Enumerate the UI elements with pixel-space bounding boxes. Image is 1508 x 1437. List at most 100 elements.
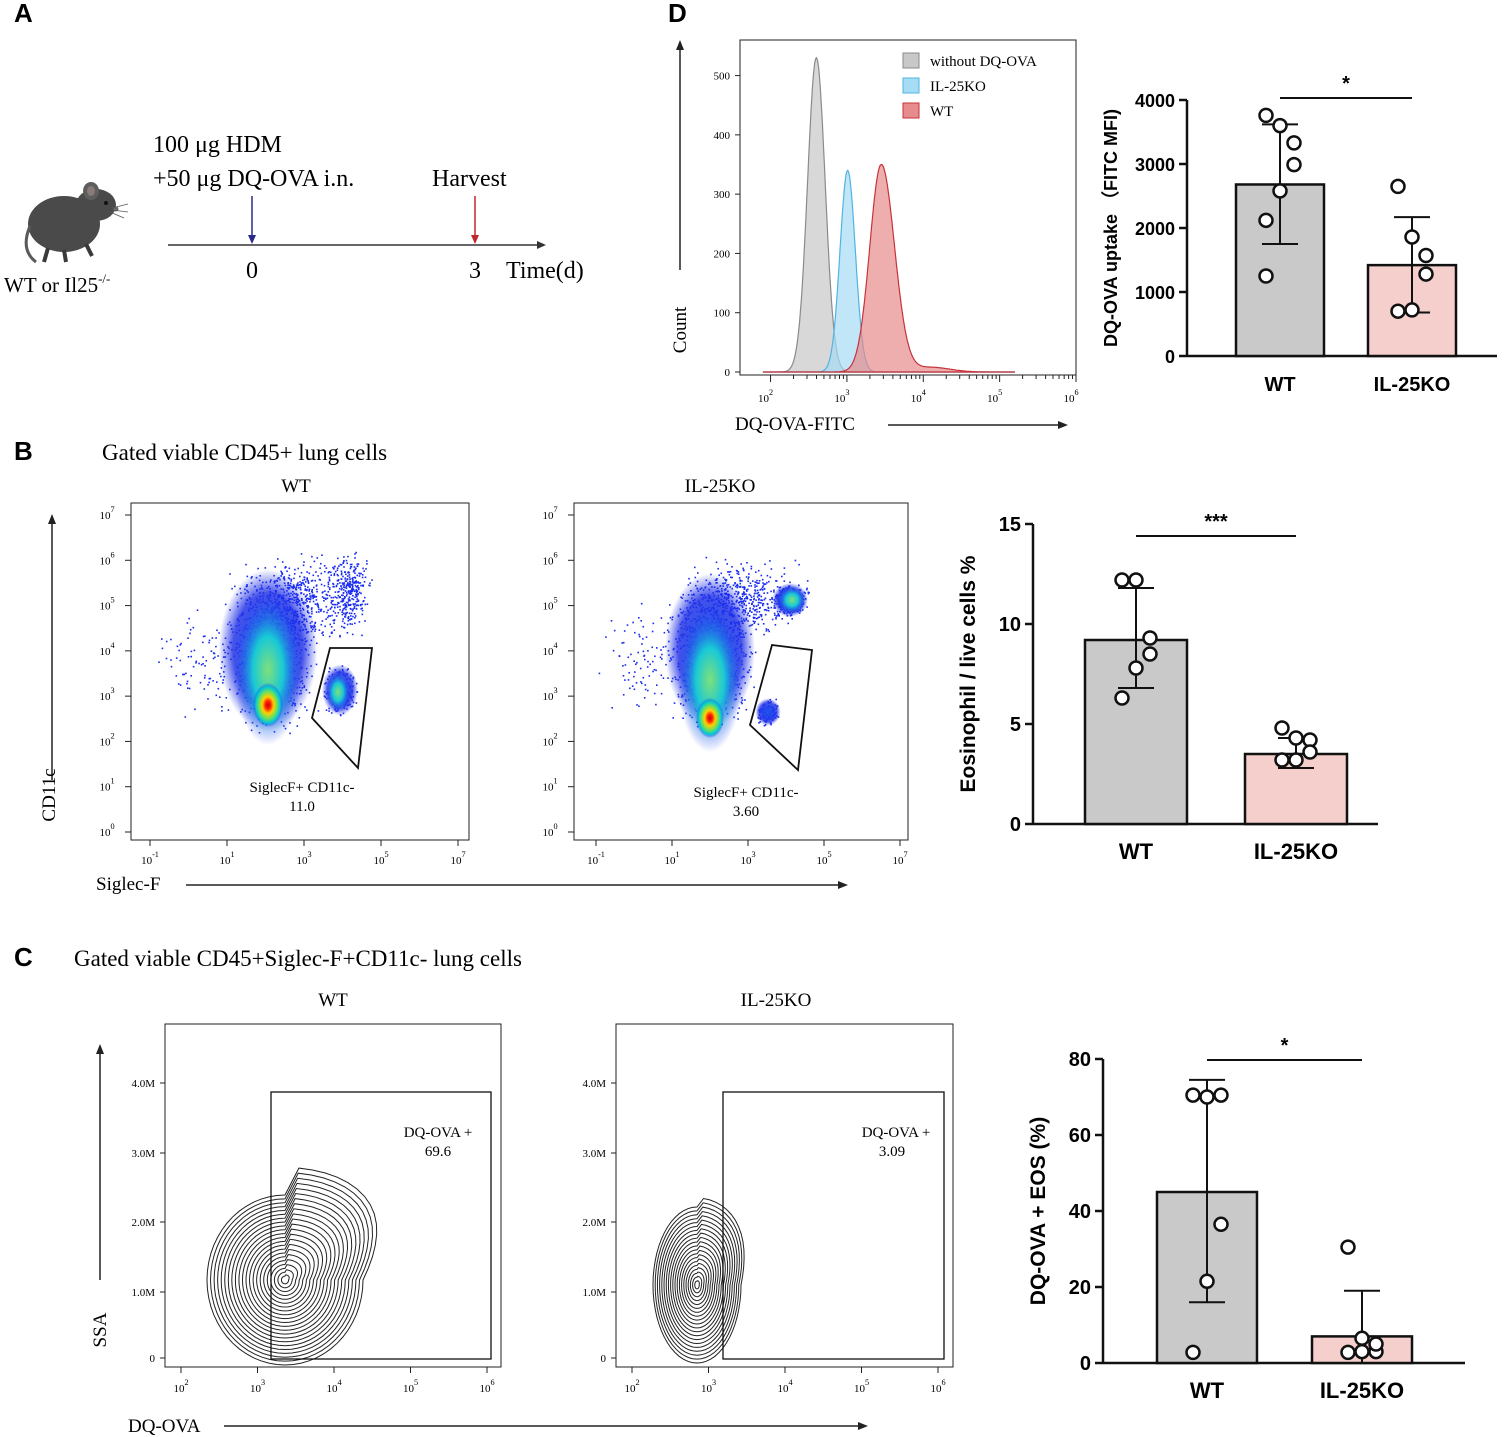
flow-event xyxy=(707,583,710,585)
flow-event xyxy=(317,710,320,712)
log-tick-label: 107 xyxy=(99,505,114,522)
flow-event xyxy=(807,592,810,595)
flow-event xyxy=(208,641,210,644)
flow-event xyxy=(754,581,757,583)
flow-event xyxy=(633,675,635,678)
flow-event xyxy=(742,567,744,570)
flow-event xyxy=(294,588,297,590)
b-x-label: Siglec-F xyxy=(96,874,160,895)
flow-event xyxy=(355,593,357,595)
flow-event xyxy=(645,636,648,638)
log-tick-label: 10-1 xyxy=(587,850,605,867)
flow-event xyxy=(737,585,739,587)
mouse-label: WT or Il25-/- xyxy=(4,271,110,297)
flow-event xyxy=(330,574,332,576)
contour-line xyxy=(220,1187,361,1351)
flow-event xyxy=(700,608,703,611)
flow-event xyxy=(750,565,753,568)
flow-event xyxy=(758,616,760,618)
flow-event xyxy=(358,588,360,591)
log-tick-label: 101 xyxy=(664,850,679,867)
flow-event xyxy=(757,569,760,572)
log-tick-label: 104 xyxy=(326,1378,341,1395)
flow-c-wt-frame xyxy=(164,1023,502,1368)
panel-c-title: Gated viable CD45+Siglec-F+CD11c- lung c… xyxy=(74,946,522,971)
flow-event xyxy=(358,572,360,575)
data-point xyxy=(1274,752,1290,768)
flow-event xyxy=(711,586,713,588)
flow-event xyxy=(311,610,313,613)
flow-event xyxy=(195,662,197,664)
flow-b-ko-title: IL-25KO xyxy=(685,476,756,497)
flow-event xyxy=(320,572,323,575)
flow-event xyxy=(757,591,760,594)
flow-b-wt-title: WT xyxy=(281,476,311,497)
flow-event xyxy=(224,637,227,639)
contour-line xyxy=(676,1245,719,1321)
flow-event xyxy=(328,710,330,712)
flow-event xyxy=(648,675,651,677)
flow-event xyxy=(753,597,756,600)
flow-event xyxy=(740,632,743,634)
flow-event xyxy=(655,669,657,672)
flow-event xyxy=(314,622,316,624)
flow-event xyxy=(317,603,319,606)
flow-event xyxy=(279,578,281,581)
flow-event xyxy=(305,595,307,597)
flow-event xyxy=(346,583,349,585)
flow-event xyxy=(642,638,644,640)
flow-event xyxy=(322,634,324,636)
flow-event xyxy=(761,599,764,602)
flow-event xyxy=(315,571,317,573)
flow-event xyxy=(316,602,319,605)
flow-event xyxy=(280,575,282,577)
flow-event xyxy=(348,596,351,598)
flow-event xyxy=(346,575,349,577)
harvest-label: Harvest xyxy=(432,166,507,192)
flow-event xyxy=(744,611,747,614)
flow-event xyxy=(348,574,351,576)
data-point xyxy=(1114,572,1130,588)
flow-event xyxy=(750,567,753,570)
bar-y-tick-label: 0 xyxy=(1165,347,1175,367)
flow-event xyxy=(277,594,280,597)
flow-event xyxy=(748,625,751,627)
log-tick-label: 100 xyxy=(542,822,557,839)
flow-event xyxy=(742,622,744,624)
flow-event xyxy=(350,584,353,586)
flow-event xyxy=(761,589,764,591)
flow-event xyxy=(270,579,272,581)
panel-letter-d: D xyxy=(668,0,687,28)
flow-event xyxy=(313,594,315,596)
flow-event xyxy=(222,682,224,684)
log-tick-label: 103 xyxy=(701,1378,716,1395)
flow-event xyxy=(713,586,716,588)
flow-event xyxy=(296,604,299,606)
flow-event xyxy=(349,593,352,596)
flow-event xyxy=(654,655,656,658)
flow-event xyxy=(647,660,649,663)
flow-event xyxy=(294,619,297,622)
flow-plot-c-wt: WT DQ-OVA + 69.6 01.0M2.0M3.0M4.0M102103… xyxy=(131,990,502,1395)
contour-line xyxy=(259,1243,315,1308)
flow-event xyxy=(324,570,326,573)
contour-line xyxy=(667,1228,729,1337)
log-tick-label: 100 xyxy=(99,822,114,839)
flow-event xyxy=(345,580,348,582)
flow-event xyxy=(333,585,335,588)
flow-event xyxy=(739,586,742,588)
flow-event xyxy=(732,614,735,617)
flow-event xyxy=(297,567,299,570)
flow-event xyxy=(345,604,348,606)
flow-event xyxy=(727,594,729,596)
contour-line xyxy=(681,1254,715,1313)
flow-event xyxy=(727,597,730,600)
flow-event xyxy=(741,605,743,607)
contour-line xyxy=(687,1267,707,1302)
flow-event xyxy=(329,571,332,574)
flow-event xyxy=(758,594,761,597)
hist-y-arrowhead xyxy=(676,40,684,50)
flow-event xyxy=(356,598,358,600)
contour-line xyxy=(256,1238,319,1312)
